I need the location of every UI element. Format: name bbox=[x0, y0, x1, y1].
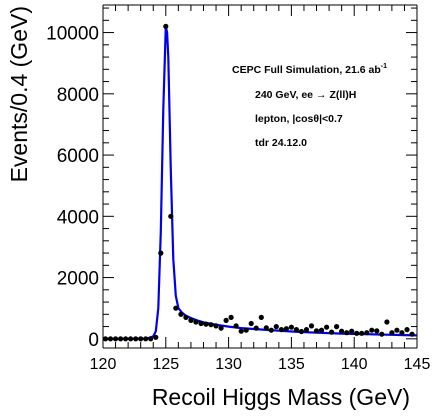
data-point bbox=[228, 314, 234, 320]
data-point bbox=[394, 327, 400, 333]
data-point bbox=[143, 336, 149, 342]
data-point bbox=[118, 336, 124, 342]
data-point bbox=[409, 331, 415, 337]
annotation-line-1: CEPC Full Simulation, 21.6 ab-1 bbox=[232, 63, 387, 76]
y-tick-label: 2000 bbox=[57, 269, 99, 290]
data-point bbox=[399, 330, 405, 336]
data-point bbox=[188, 317, 194, 323]
data-point bbox=[268, 327, 274, 333]
data-point bbox=[138, 336, 144, 342]
annotation-line-3: lepton, |cosθ|<0.7 bbox=[255, 113, 343, 125]
data-point bbox=[349, 328, 355, 334]
data-point bbox=[329, 329, 335, 335]
data-point bbox=[389, 330, 395, 336]
y-tick-label: 8000 bbox=[57, 85, 99, 106]
data-point bbox=[369, 327, 375, 333]
x-tick-label: 135 bbox=[278, 356, 305, 373]
y-tick-label: 0 bbox=[88, 330, 99, 351]
data-point bbox=[298, 328, 304, 335]
data-point bbox=[193, 319, 199, 325]
data-point bbox=[334, 324, 340, 330]
data-point bbox=[273, 324, 279, 330]
x-tick-label: 125 bbox=[152, 356, 179, 373]
annotation-line-4: tdr 24.12.0 bbox=[255, 137, 307, 149]
data-point bbox=[213, 323, 219, 329]
data-point bbox=[178, 311, 184, 317]
data-point bbox=[303, 327, 310, 333]
y-axis-title: Events/0.4 (GeV) bbox=[6, 6, 32, 182]
data-point bbox=[168, 213, 174, 219]
data-point bbox=[148, 336, 154, 342]
data-point bbox=[183, 314, 189, 320]
data-point bbox=[113, 336, 119, 342]
data-point bbox=[374, 328, 380, 334]
data-point bbox=[404, 327, 410, 333]
data-point bbox=[128, 336, 134, 342]
y-tick-label: 10000 bbox=[46, 24, 99, 45]
data-point bbox=[107, 336, 114, 342]
data-point bbox=[278, 327, 284, 333]
y-tick-label: 6000 bbox=[57, 146, 99, 167]
data-point bbox=[223, 317, 229, 323]
data-point bbox=[318, 327, 325, 333]
annotation-line-2-post: Z(ll)H bbox=[330, 89, 357, 101]
data-point bbox=[288, 324, 294, 330]
data-point bbox=[102, 336, 109, 342]
data-point bbox=[354, 330, 360, 336]
data-point bbox=[243, 327, 249, 333]
x-tick-label: 145 bbox=[404, 356, 431, 373]
data-point bbox=[163, 23, 169, 29]
x-tick-label: 140 bbox=[341, 356, 368, 373]
data-point bbox=[123, 336, 129, 342]
data-point bbox=[379, 331, 385, 337]
x-tick-label: 120 bbox=[90, 356, 117, 373]
data-point bbox=[344, 330, 350, 336]
axis-layer bbox=[102, 4, 418, 349]
data-point bbox=[203, 321, 209, 327]
data-point bbox=[293, 327, 299, 333]
data-point bbox=[238, 328, 244, 334]
annotation-line-3-post: |<0.7 bbox=[319, 113, 343, 125]
y-tick-label: 4000 bbox=[57, 207, 99, 228]
data-point bbox=[253, 325, 259, 331]
data-point bbox=[283, 326, 289, 332]
data-point bbox=[364, 330, 370, 336]
data-point bbox=[324, 324, 330, 330]
data-point bbox=[208, 322, 214, 328]
annotation-line-2: 240 GeV, ee → Z(ll)H bbox=[255, 89, 356, 101]
data-point bbox=[198, 320, 204, 327]
annotation-line-1-superscript: -1 bbox=[381, 63, 387, 70]
data-point bbox=[153, 334, 159, 340]
data-point bbox=[384, 319, 390, 325]
annotation-line-1-text: CEPC Full Simulation, 21.6 ab bbox=[232, 64, 381, 76]
data-point bbox=[313, 328, 320, 334]
x-axis-title: Recoil Higgs Mass (GeV) bbox=[152, 384, 410, 410]
data-point bbox=[248, 320, 254, 327]
annotation-line-3-theta: θ bbox=[313, 113, 319, 125]
data-point bbox=[158, 250, 164, 256]
x-tick-label: 130 bbox=[215, 356, 242, 373]
data-point bbox=[173, 305, 179, 311]
annotation-line-2-arrow: → bbox=[316, 89, 327, 101]
data-point bbox=[263, 325, 269, 331]
plot-layer bbox=[102, 23, 418, 342]
data-point bbox=[308, 323, 315, 329]
data-point bbox=[218, 325, 224, 331]
data-point bbox=[133, 336, 139, 342]
data-point bbox=[233, 323, 239, 329]
data-point bbox=[258, 314, 264, 320]
data-point bbox=[359, 330, 365, 336]
ticks-layer: 120 125 130 135 140 145 0 2000 4000 6000 8000 10000 bbox=[46, 5, 430, 373]
annotation-line-3-pre: lepton, |cos bbox=[255, 113, 314, 125]
annotation-block: CEPC Full Simulation, 21.6 ab-1 240 GeV,… bbox=[232, 63, 387, 149]
data-point bbox=[339, 328, 345, 334]
annotation-line-2-pre: 240 GeV, ee bbox=[255, 89, 313, 101]
